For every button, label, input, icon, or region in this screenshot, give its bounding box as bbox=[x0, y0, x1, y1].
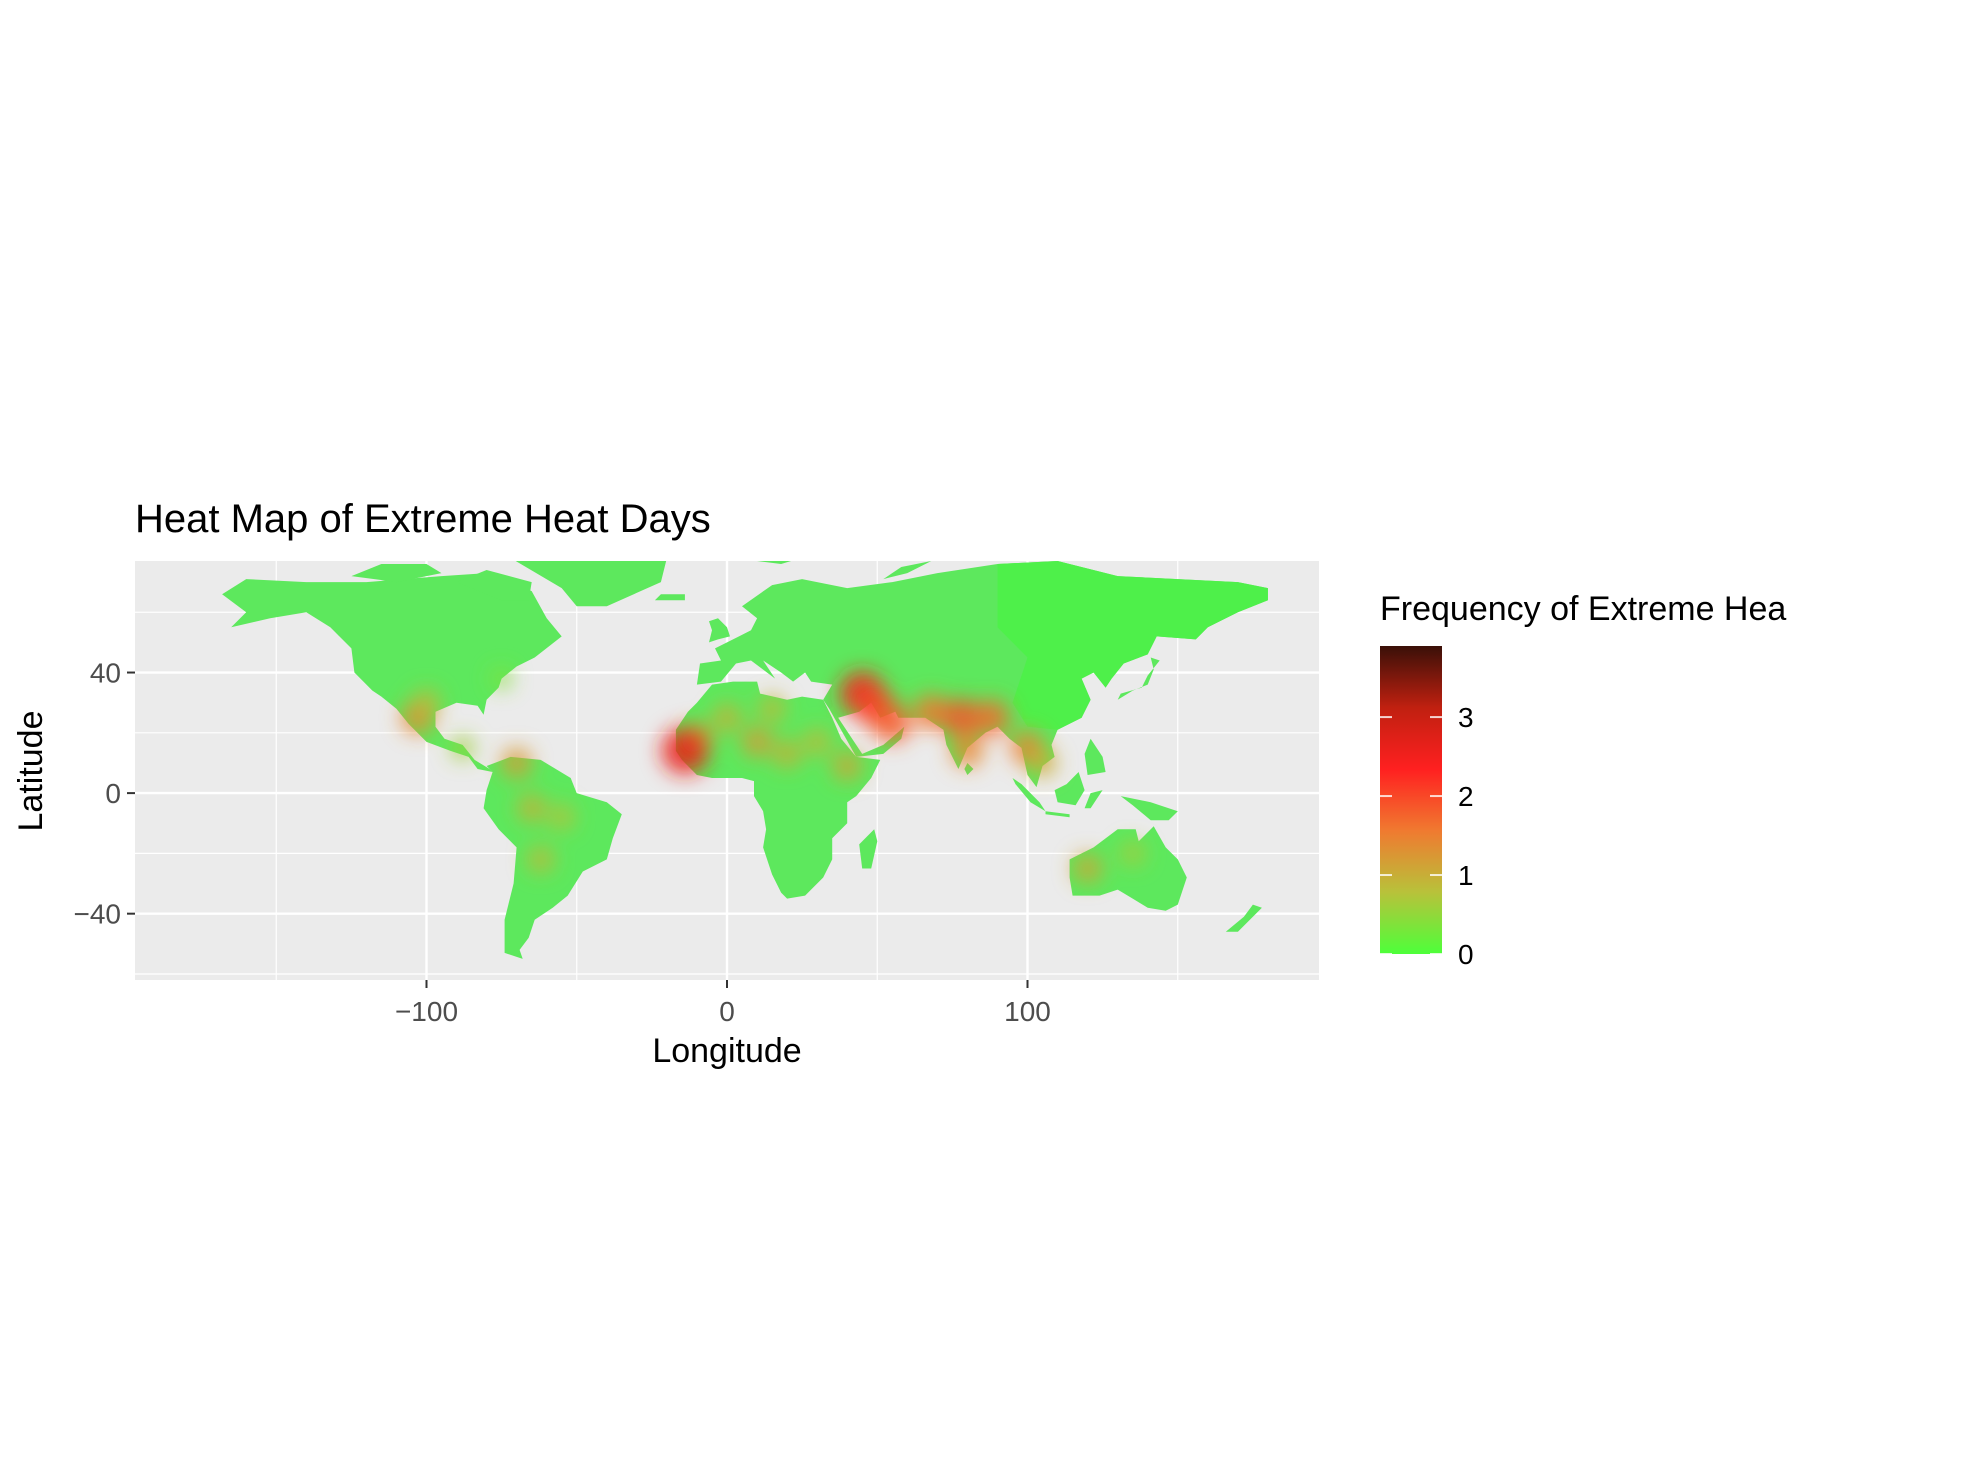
legend-ticks: 3 2 1 0 bbox=[1380, 702, 1474, 970]
legend-title: Frequency of Extreme Hea bbox=[1380, 590, 1786, 628]
heat-hotspot bbox=[951, 734, 984, 768]
hotspot-layer bbox=[401, 668, 1145, 884]
new-zealand-landmass bbox=[1225, 904, 1262, 932]
greenland-landmass bbox=[515, 561, 667, 607]
heat-hotspot bbox=[517, 794, 546, 823]
canadian-arctic-landmass bbox=[351, 564, 442, 583]
legend-tick-label: 0 bbox=[1458, 939, 1474, 970]
heat-hotspot bbox=[1028, 748, 1057, 777]
heat-hotspot bbox=[803, 728, 831, 756]
heat-hotspot bbox=[450, 736, 475, 760]
heat-hotspot bbox=[758, 695, 786, 723]
heat-hotspot bbox=[491, 668, 513, 689]
heat-hotspot bbox=[713, 703, 741, 732]
philippines-landmass bbox=[1084, 738, 1106, 775]
legend-tick-label: 1 bbox=[1458, 860, 1474, 891]
world-map bbox=[222, 561, 1268, 959]
legend-tick-label: 3 bbox=[1458, 702, 1474, 733]
x-tick-label: 100 bbox=[1004, 996, 1051, 1027]
y-tick-label: 0 bbox=[105, 778, 121, 809]
novaya-zemlya-landmass bbox=[883, 561, 932, 580]
africa-landmass bbox=[675, 681, 881, 899]
y-axis-label: Latitude bbox=[12, 711, 50, 832]
java-landmass bbox=[1045, 811, 1070, 818]
north-america-landmass bbox=[222, 573, 562, 772]
heat-hotspot bbox=[501, 747, 532, 779]
chart-title: Heat Map of Extreme Heat Days bbox=[135, 497, 711, 541]
heat-hotspot bbox=[973, 699, 1010, 736]
sumatra-landmass bbox=[1012, 778, 1046, 812]
legend-tick-label: 2 bbox=[1458, 781, 1474, 812]
y-axis: 40 0 −40 bbox=[74, 658, 135, 930]
x-axis: −100 0 100 bbox=[395, 980, 1051, 1027]
svalbard-landmass bbox=[757, 561, 792, 564]
heat-hotspot bbox=[1120, 841, 1145, 866]
heat-hotspot bbox=[873, 704, 912, 743]
y-tick-label: −40 bbox=[74, 899, 122, 930]
heat-hotspot bbox=[1073, 853, 1103, 884]
baffin-island-landmass bbox=[456, 570, 532, 601]
iceland-landmass bbox=[654, 594, 685, 601]
heat-hotspot bbox=[913, 694, 949, 730]
heat-hotspot bbox=[741, 726, 773, 758]
australia-landmass bbox=[1069, 826, 1187, 911]
japan-landmass bbox=[1117, 657, 1160, 700]
legend-colorbar bbox=[1380, 646, 1442, 954]
sulawesi-landmass bbox=[1084, 790, 1103, 809]
y-tick-label: 40 bbox=[90, 658, 121, 689]
land-masses bbox=[222, 561, 1268, 959]
uk-landmass bbox=[709, 618, 730, 643]
new-guinea-landmass bbox=[1120, 796, 1178, 821]
heat-hotspot bbox=[661, 727, 709, 775]
east-asia-region bbox=[997, 561, 1268, 730]
heat-hotspot bbox=[548, 804, 575, 831]
x-tick-label: 0 bbox=[719, 996, 735, 1027]
heat-hotspot bbox=[832, 751, 862, 781]
x-axis-label: Longitude bbox=[652, 1032, 801, 1070]
x-tick-label: −100 bbox=[395, 996, 458, 1027]
heat-hotspot bbox=[527, 846, 555, 873]
borneo-landmass bbox=[1054, 772, 1085, 806]
madagascar-landmass bbox=[859, 829, 878, 869]
heat-hotspot bbox=[773, 739, 802, 768]
heat-hotspot bbox=[413, 689, 440, 717]
heat-hotspot bbox=[941, 698, 981, 738]
